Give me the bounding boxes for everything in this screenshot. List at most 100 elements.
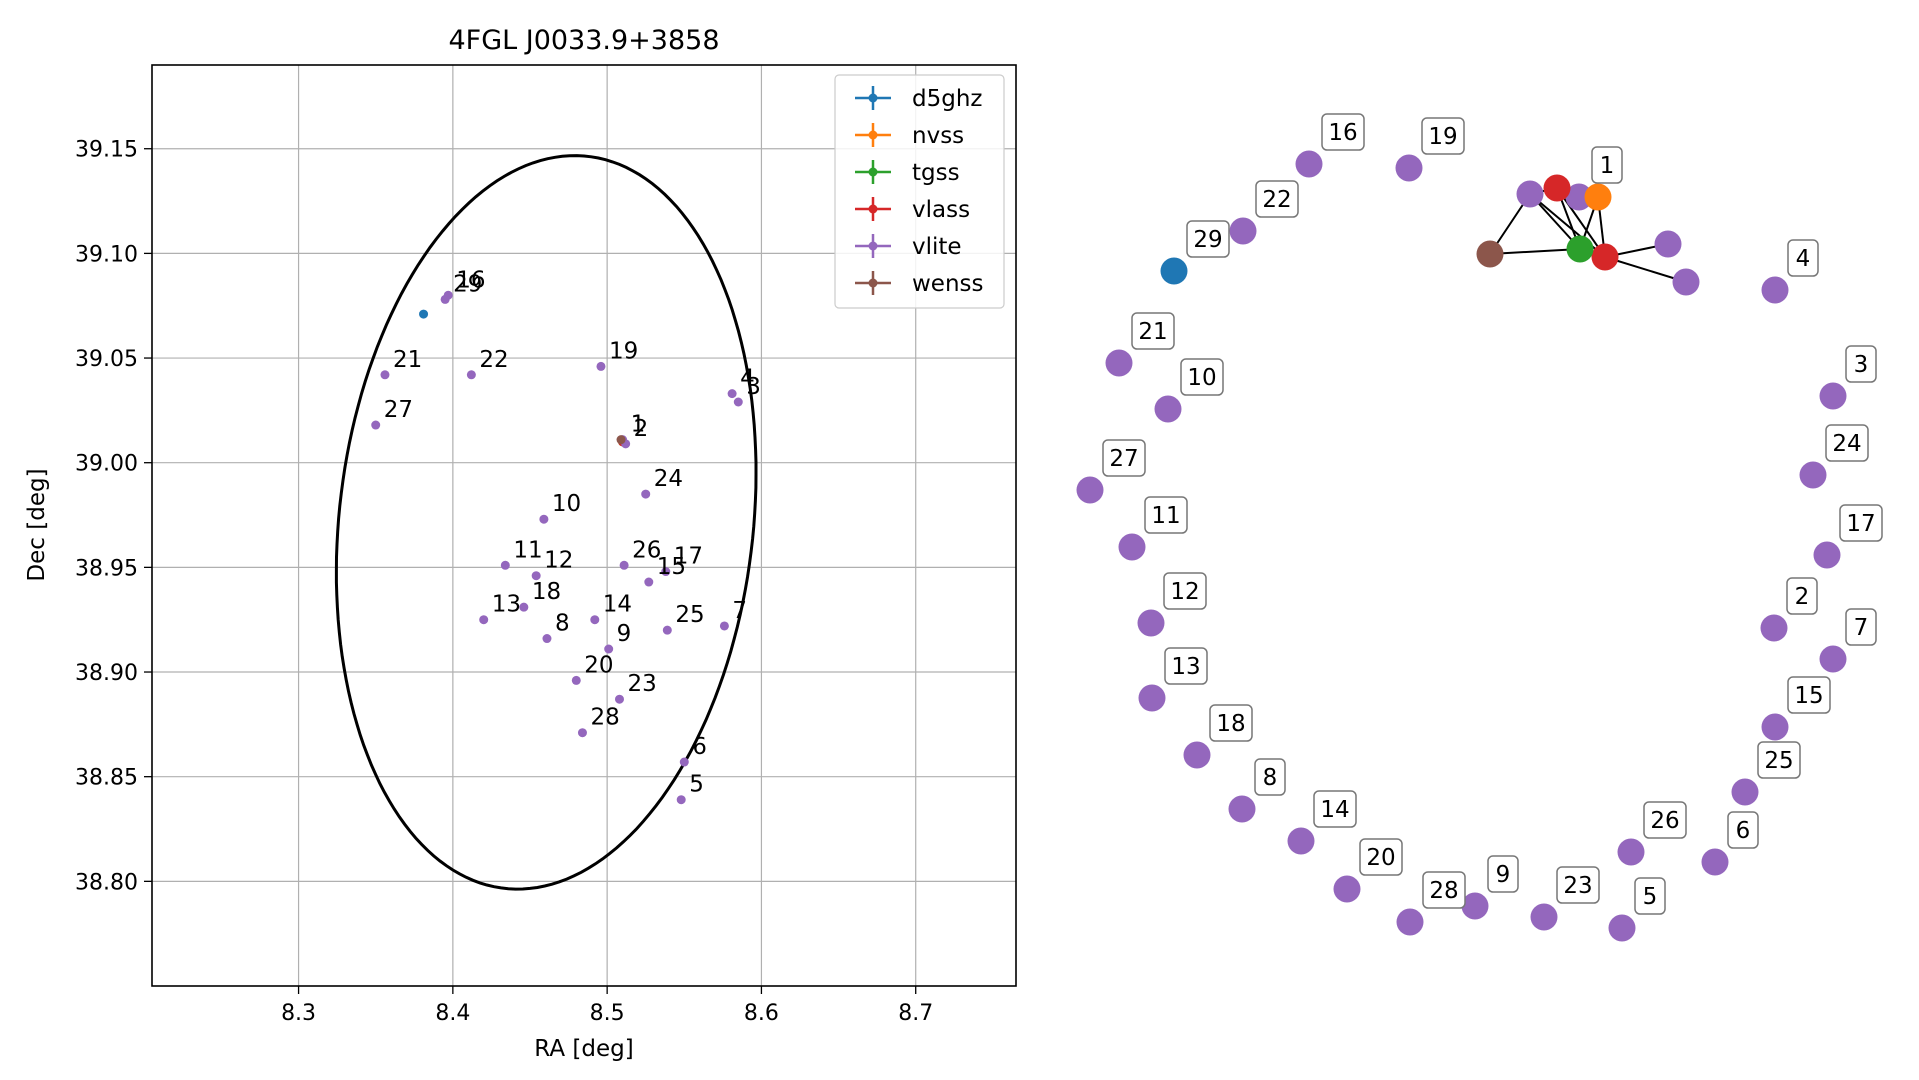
node-label-box bbox=[1634, 877, 1666, 915]
node-label-text: 21 bbox=[1138, 319, 1167, 345]
node-label-text: 2 bbox=[1795, 584, 1810, 610]
node-label-text: 12 bbox=[1170, 579, 1199, 605]
graph-node-label: 19 bbox=[1421, 117, 1465, 155]
graph-node bbox=[1566, 235, 1594, 263]
graph-node bbox=[1591, 243, 1619, 271]
vlite-point bbox=[596, 361, 606, 371]
point-label: 25 bbox=[675, 602, 704, 628]
node-label-box bbox=[1209, 704, 1253, 742]
graph-node bbox=[1183, 741, 1211, 769]
graph-node-labels: 1234567891011121314151617181920212223242… bbox=[1102, 113, 1883, 915]
data-points bbox=[371, 290, 743, 805]
node-label-box bbox=[1186, 220, 1230, 258]
node-label-box bbox=[1144, 496, 1188, 534]
chart-title: 4FGL J0033.9+3858 bbox=[448, 25, 719, 56]
node-label-text: 24 bbox=[1832, 431, 1861, 457]
node-label-box bbox=[1313, 790, 1357, 828]
vlite-point bbox=[500, 560, 510, 570]
node-label-box bbox=[1825, 424, 1869, 462]
graph-node-label: 2 bbox=[1786, 577, 1818, 615]
node-label-text: 13 bbox=[1171, 654, 1200, 680]
graph-node bbox=[1154, 395, 1182, 423]
legend-marker-dot bbox=[868, 204, 878, 214]
error-ellipse bbox=[334, 154, 758, 891]
error-ellipse-layer bbox=[334, 154, 758, 891]
vlite-point bbox=[539, 514, 549, 524]
graph-node bbox=[1584, 183, 1612, 211]
axis-ticks: 8.3 8.4 8.5 8.6 8.7 38.80 38.85 38.90 38.95 39.00… bbox=[75, 138, 933, 1026]
wenss-point bbox=[616, 435, 626, 445]
legend-marker-dot bbox=[868, 241, 878, 251]
graph-node bbox=[1287, 827, 1315, 855]
node-label-box bbox=[1359, 838, 1403, 876]
y-tick-label: 39.15 bbox=[75, 138, 138, 163]
graph-node-label: 9 bbox=[1487, 855, 1519, 893]
vlite-point bbox=[590, 615, 600, 625]
node-label-text: 22 bbox=[1262, 187, 1291, 213]
node-label-box bbox=[1254, 758, 1286, 796]
node-label-text: 5 bbox=[1643, 884, 1658, 910]
graph-node-label: 25 bbox=[1757, 741, 1801, 779]
node-label-box bbox=[1131, 312, 1175, 350]
graph-node bbox=[1395, 154, 1423, 182]
point-label: 29 bbox=[453, 271, 482, 297]
y-tick-label: 38.90 bbox=[75, 661, 138, 686]
graph-node-label: 12 bbox=[1163, 572, 1207, 610]
graph-edge bbox=[1489, 248, 1581, 255]
graph-node bbox=[1076, 476, 1104, 504]
point-label: 21 bbox=[393, 347, 422, 373]
node-label-box bbox=[1487, 855, 1519, 893]
graph-node bbox=[1333, 875, 1361, 903]
point-label: 1 bbox=[631, 412, 646, 438]
point-label: 5 bbox=[689, 772, 704, 798]
vlite-point bbox=[719, 621, 729, 631]
graph-node bbox=[1229, 217, 1257, 245]
node-label-text: 8 bbox=[1263, 765, 1278, 791]
graph-node bbox=[1819, 645, 1847, 673]
node-label-box bbox=[1786, 577, 1818, 615]
node-label-box bbox=[1787, 239, 1819, 277]
axes-frame bbox=[151, 64, 1017, 987]
vlite-point bbox=[644, 577, 654, 587]
graph-node-label: 6 bbox=[1727, 811, 1759, 849]
node-label-box bbox=[1422, 871, 1466, 909]
node-label-text: 29 bbox=[1193, 227, 1222, 253]
graph-node bbox=[1530, 903, 1558, 931]
node-label-text: 1 bbox=[1600, 153, 1615, 179]
legend-label-wenss: wenss bbox=[912, 271, 984, 297]
vlite-point bbox=[371, 420, 381, 430]
graph-node-label: 21 bbox=[1131, 312, 1175, 350]
y-tick-label: 39.05 bbox=[75, 347, 138, 372]
y-tick-label: 38.95 bbox=[75, 556, 138, 581]
x-tick-label: 8.3 bbox=[281, 1001, 316, 1026]
node-label-text: 17 bbox=[1846, 511, 1875, 537]
graph-node-label: 7 bbox=[1845, 608, 1877, 646]
y-tick-label: 38.85 bbox=[75, 766, 138, 791]
graph-nodes bbox=[1076, 150, 1847, 942]
point-label: 26 bbox=[632, 537, 661, 563]
node-label-text: 11 bbox=[1151, 503, 1180, 529]
y-axis-label: Dec [deg] bbox=[24, 468, 50, 581]
point-label: 2 bbox=[634, 416, 649, 442]
point-label: 19 bbox=[609, 338, 638, 364]
node-label-text: 25 bbox=[1764, 748, 1793, 774]
point-label: 8 bbox=[555, 611, 570, 637]
vlite-point bbox=[662, 625, 672, 635]
graph-node bbox=[1701, 848, 1729, 876]
vlite-point bbox=[577, 728, 587, 738]
node-label-box bbox=[1643, 801, 1687, 839]
vlite-point bbox=[380, 370, 390, 380]
node-label-text: 27 bbox=[1109, 446, 1138, 472]
legend-label-vlass: vlass bbox=[912, 197, 970, 223]
node-label-text: 3 bbox=[1854, 352, 1869, 378]
graph-node-label: 26 bbox=[1643, 801, 1687, 839]
node-label-box bbox=[1255, 180, 1299, 218]
graph-edge bbox=[1604, 256, 1687, 283]
graph-node-label: 18 bbox=[1209, 704, 1253, 742]
vlite-point bbox=[542, 634, 552, 644]
legend-marker-dot bbox=[868, 278, 878, 288]
graph-node bbox=[1617, 838, 1645, 866]
legend-label-tgss: tgss bbox=[912, 160, 960, 186]
point-label: 23 bbox=[627, 671, 656, 697]
